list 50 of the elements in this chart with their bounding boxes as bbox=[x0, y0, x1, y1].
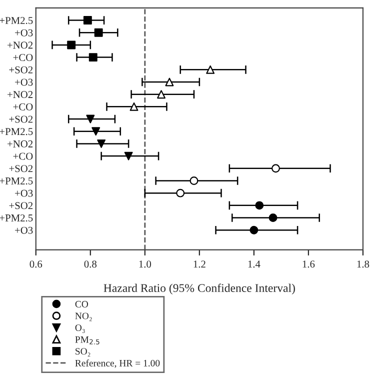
x-tick-label: 1.8 bbox=[357, 260, 370, 268]
point bbox=[86, 114, 95, 124]
y-tick-label: +O3 bbox=[15, 78, 33, 86]
point bbox=[67, 40, 76, 50]
point bbox=[97, 139, 106, 148]
point bbox=[83, 16, 92, 25]
legend-label: PM$_{2.5}$ bbox=[75, 336, 100, 344]
legend-label: O₃ bbox=[75, 324, 85, 333]
y-tick-label: +SO2 bbox=[9, 165, 33, 172]
y-tick-label: +PM2.5 bbox=[0, 128, 33, 136]
y-tick-label: +NO2 bbox=[8, 42, 33, 49]
point bbox=[255, 201, 264, 210]
y-tick-label: +CO bbox=[13, 152, 33, 160]
y-tick-label: +O3 bbox=[15, 226, 33, 234]
legend-label: NO₂ bbox=[75, 312, 92, 322]
y-tick-label: +CO bbox=[13, 54, 33, 62]
point bbox=[250, 226, 258, 234]
y-tick-label: +O3 bbox=[15, 29, 33, 36]
x-tick-label: 1.4 bbox=[248, 260, 260, 268]
y-tick-label: +NO2 bbox=[8, 140, 33, 148]
x-tick-label: 1.2 bbox=[194, 260, 206, 268]
x-tick-label: 0.8 bbox=[84, 260, 97, 268]
x-tick-label: 1.6 bbox=[302, 260, 315, 268]
point bbox=[88, 53, 98, 62]
point bbox=[176, 188, 185, 198]
x-axis-title: Hazard Ratio (95% Confidence Interval) bbox=[104, 284, 295, 294]
y-tick-label: +PM2.5 bbox=[0, 177, 33, 184]
point bbox=[206, 65, 215, 74]
y-tick-label: +O3 bbox=[15, 190, 33, 197]
y-tick-label: +SO2 bbox=[9, 116, 33, 123]
legend-label: CO bbox=[75, 300, 88, 308]
point bbox=[157, 90, 166, 99]
legend-label: Reference, HR = 1.00 bbox=[75, 359, 160, 368]
y-tick-label: +PM2.5 bbox=[0, 16, 33, 24]
y-tick-label: +SO2 bbox=[9, 202, 33, 210]
y-tick-label: +PM2.5 bbox=[0, 214, 33, 222]
x-tick-label: 0.6 bbox=[30, 260, 42, 268]
y-tick-label: +CO bbox=[13, 103, 33, 110]
point bbox=[124, 152, 133, 160]
point bbox=[272, 164, 280, 173]
point bbox=[190, 176, 198, 185]
point bbox=[268, 214, 278, 222]
x-tick-label: 1.0 bbox=[139, 260, 152, 268]
point bbox=[130, 102, 138, 111]
y-tick-label: +NO2 bbox=[8, 91, 33, 98]
point bbox=[92, 127, 100, 136]
legend-label: SO₂ bbox=[76, 348, 90, 357]
point bbox=[165, 78, 174, 86]
point bbox=[94, 28, 103, 37]
y-tick-label: +SO2 bbox=[9, 66, 33, 74]
